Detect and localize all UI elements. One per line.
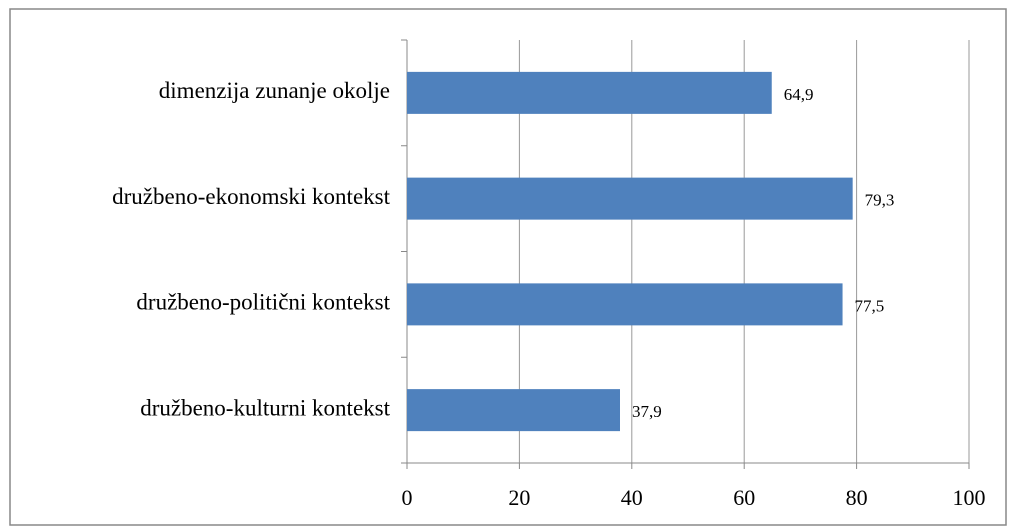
x-tick-label: 0 [402,485,413,510]
x-tick-label: 40 [621,485,643,510]
data-label: 64,9 [784,85,814,104]
bar [407,71,772,114]
x-tick-label: 80 [846,485,868,510]
bar [407,389,620,432]
x-tick-label: 20 [508,485,530,510]
y-tick-label: dimenzija zunanje okolje [159,78,390,103]
x-tick-label: 100 [953,485,986,510]
y-tick-label: družbeno-kulturni kontekst [140,395,390,420]
data-label: 79,3 [865,191,895,210]
y-tick-label: družbeno-politični kontekst [136,290,390,315]
data-label: 77,5 [855,296,885,315]
bar [407,283,843,326]
bar [407,177,853,220]
data-label: 37,9 [632,402,662,421]
x-tick-label: 60 [733,485,755,510]
y-tick-label: družbeno-ekonomski kontekst [112,184,390,209]
